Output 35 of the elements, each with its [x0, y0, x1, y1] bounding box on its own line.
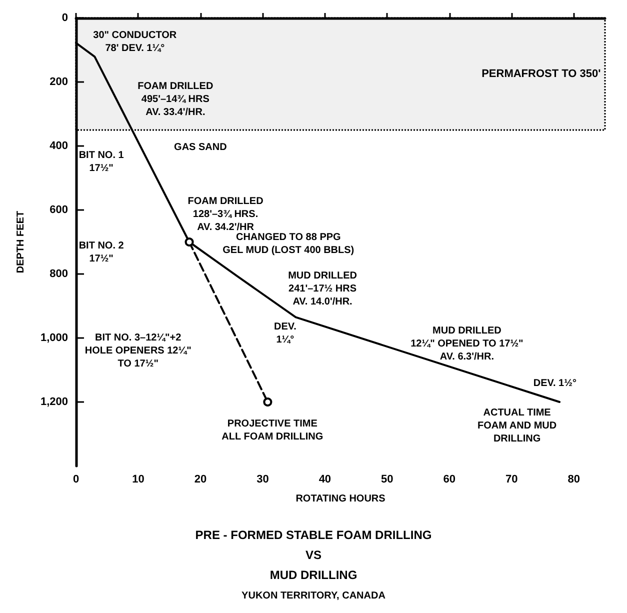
x-tick-label: 60: [443, 474, 456, 486]
annotation: ACTUAL TIME FOAM AND MUD DRILLING: [478, 408, 557, 445]
x-tick-label: 70: [506, 474, 518, 486]
x-tick-label: 0: [72, 474, 80, 486]
annotation: DEV. 1¼°: [274, 321, 297, 346]
y-tick-label: 400: [50, 140, 68, 152]
y-tick-label: 1,200: [40, 396, 68, 408]
y-axis-title: DEPTH FEET: [16, 210, 26, 274]
x-tick-label: 80: [568, 474, 580, 486]
text: YUKON TERRITORY, CANADA: [242, 590, 386, 602]
annotation: BIT NO. 2 17½": [78, 240, 124, 264]
annotation: DEV. 1½°: [533, 378, 576, 390]
annotation: 30" CONDUCTOR 78' DEV. 1¼°: [93, 30, 178, 54]
x-tick-label: 50: [381, 474, 394, 486]
x-tick-label: 40: [318, 474, 332, 486]
band-label: PERMAFROST TO 350': [482, 68, 602, 80]
x-tick-label: 10: [132, 474, 144, 486]
y-tick-label: 800: [50, 268, 68, 280]
x-axis-title: ROTATING HOURS: [296, 494, 386, 504]
y-tick-label: 200: [50, 76, 68, 88]
annotation: CHANGED TO 88 PPG GEL MUD (LOST 400 BBLS): [222, 232, 354, 256]
y-tick-label: 600: [50, 204, 68, 216]
y-tick-label: 1,000: [40, 332, 68, 344]
annotation: GAS SAND: [174, 142, 227, 153]
annotation: BIT NO. 1 17½": [78, 150, 124, 174]
annotation: MUD DRILLED 241'–17½ HRS AV. 14.0'/HR.: [288, 270, 357, 308]
annotation: PROJECTIVE TIME ALL FOAM DRILLING: [222, 418, 324, 443]
annotation: FOAM DRILLED 128'–3¾ HRS. AV. 34.2'/HR: [188, 196, 264, 234]
annotation: MUD DRILLED 12¼" OPENED TO 17½" AV. 6.3'/HR.: [410, 326, 524, 363]
y-tick-label: 0: [62, 12, 68, 24]
x-tick-label: 20: [194, 474, 207, 486]
annotation: BIT NO. 3–12¼"+2 HOLE OPENERS 12¼" TO 17½": [84, 332, 192, 370]
x-tick-label: 30: [256, 474, 269, 486]
annotation: FOAM DRILLED 495'–14¾ HRS AV. 33.4'/HR.: [138, 81, 214, 118]
text: PRE - FORMED STABLE FOAM DRILLING VS MUD DRILLING: [195, 528, 432, 582]
